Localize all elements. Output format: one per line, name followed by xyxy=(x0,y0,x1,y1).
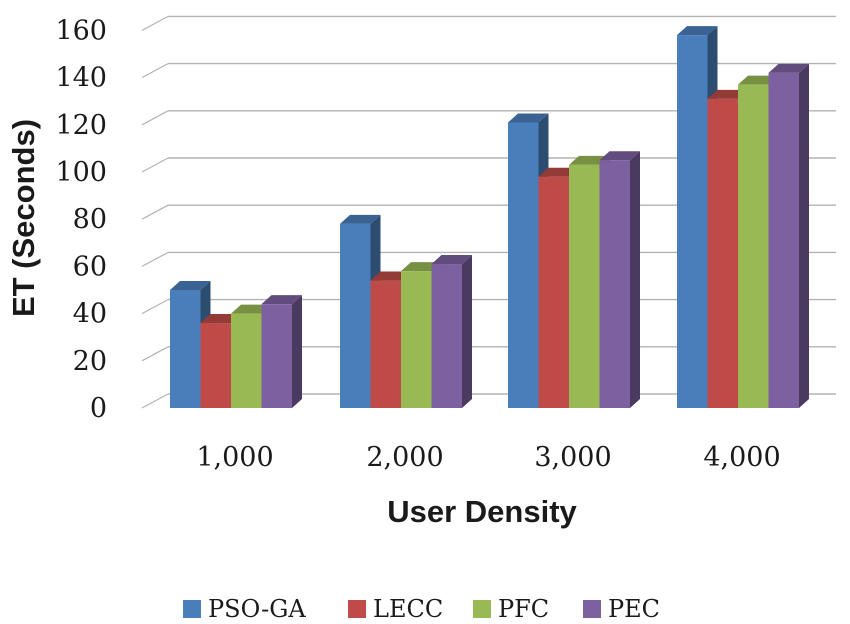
legend-label: PSO-GA xyxy=(208,595,306,623)
bar-top xyxy=(261,295,302,305)
legend-label: PFC xyxy=(498,595,549,623)
legend-swatch xyxy=(473,600,491,618)
bar-side xyxy=(462,255,472,408)
bar-top xyxy=(599,151,640,161)
bar xyxy=(340,223,371,408)
bar-top xyxy=(431,255,472,265)
x-axis-title: User Density xyxy=(387,494,577,529)
bar xyxy=(677,35,708,409)
bar xyxy=(200,323,231,408)
gridline-depth xyxy=(141,15,169,31)
y-tick-label: 100 xyxy=(55,157,107,188)
bar-top xyxy=(370,271,411,281)
gridline-depth xyxy=(141,110,169,126)
bar-top xyxy=(170,281,211,290)
bar-side xyxy=(799,63,809,408)
bar-top xyxy=(508,113,549,123)
x-tick-label: 2,000 xyxy=(366,442,443,473)
y-tick-label: 20 xyxy=(73,346,107,377)
gridline-depth xyxy=(141,299,169,315)
bars xyxy=(170,26,809,409)
x-tick-label: 1,000 xyxy=(196,442,273,473)
legend: PSO-GA LECC PFC PEC xyxy=(183,595,660,623)
bar-top xyxy=(200,314,241,324)
bar xyxy=(370,280,401,408)
x-axis-ticks: 1,000 2,000 3,000 4,000 xyxy=(196,442,780,473)
bar-top xyxy=(538,167,579,177)
bar-side xyxy=(630,151,640,408)
bar xyxy=(538,176,569,408)
legend-swatch xyxy=(183,600,201,618)
legend-swatch xyxy=(348,600,366,618)
bar-top xyxy=(707,89,748,99)
y-tick-label: 60 xyxy=(73,251,107,282)
legend-label: PEC xyxy=(608,595,660,623)
y-axis-ticks: 0 20 40 60 80 100 120 140 160 xyxy=(55,15,107,424)
legend-swatch xyxy=(583,600,601,618)
bar-top xyxy=(677,26,718,36)
gridline-depth xyxy=(141,251,169,267)
legend-label: LECC xyxy=(373,595,443,623)
gridline-depth xyxy=(141,346,169,362)
gridline-depth xyxy=(141,204,169,220)
bar xyxy=(707,98,738,408)
bar xyxy=(768,72,799,408)
bar-top xyxy=(340,214,381,224)
bar-side xyxy=(292,295,302,408)
bar-top xyxy=(768,63,809,73)
bar-top xyxy=(738,75,779,85)
bar xyxy=(599,160,630,408)
y-tick-label: 120 xyxy=(55,110,107,141)
bar xyxy=(261,304,292,408)
y-axis-title: ET (Seconds) xyxy=(6,119,41,317)
y-tick-label: 160 xyxy=(55,15,107,46)
x-tick-label: 3,000 xyxy=(534,442,611,473)
bar xyxy=(170,290,201,408)
y-tick-label: 140 xyxy=(55,63,107,94)
y-tick-label: 0 xyxy=(90,393,107,424)
bar xyxy=(738,84,769,409)
bar xyxy=(431,264,462,408)
gridline-depth xyxy=(141,63,169,79)
y-tick-label: 40 xyxy=(73,299,107,330)
bar-top xyxy=(231,304,272,314)
y-tick-label: 80 xyxy=(73,204,107,235)
bar-top xyxy=(401,262,442,272)
bar xyxy=(508,122,539,408)
bar xyxy=(569,164,600,408)
x-tick-label: 4,000 xyxy=(703,442,780,473)
bar xyxy=(231,313,262,408)
bar xyxy=(401,271,432,408)
gridline-depth xyxy=(141,393,169,409)
bar-top xyxy=(569,155,610,165)
gridline-depth xyxy=(141,157,169,173)
